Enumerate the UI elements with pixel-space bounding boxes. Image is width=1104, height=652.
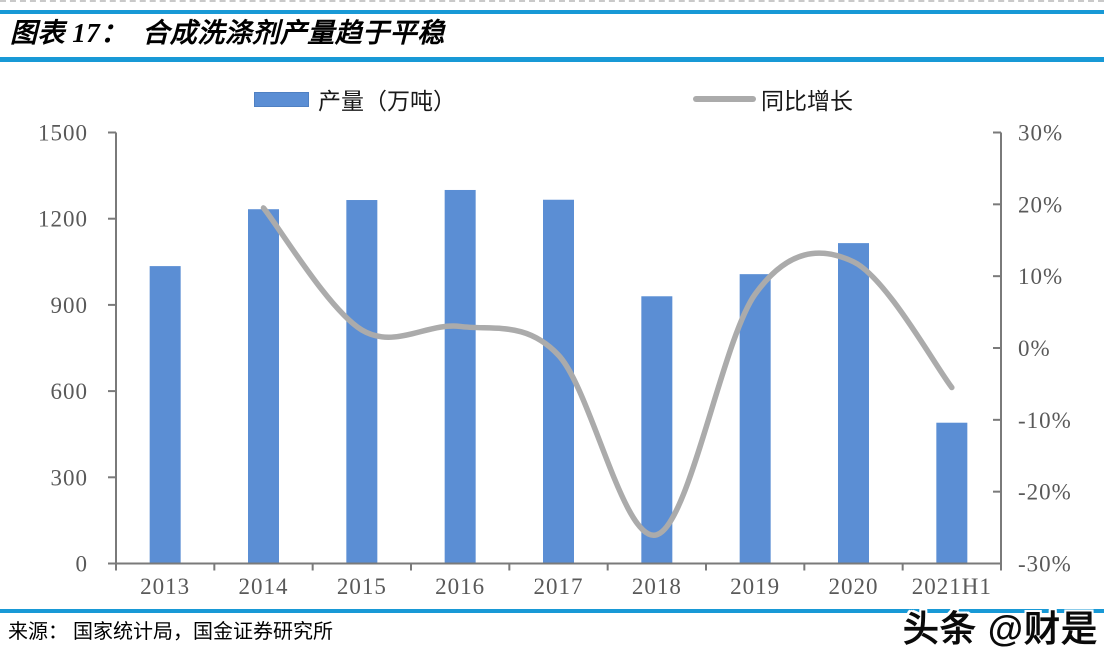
legend-label-yoy-growth: 同比增长 bbox=[761, 89, 853, 114]
right-axis-tick-label: 10% bbox=[1018, 264, 1063, 289]
bar-2014 bbox=[248, 209, 279, 564]
bar-2013 bbox=[149, 266, 181, 564]
right-axis-tick-label: 0% bbox=[1018, 336, 1051, 361]
watermark: 头条 @财是 bbox=[902, 608, 1098, 649]
legend-item-production: 产量（万吨） bbox=[254, 84, 456, 114]
figure-title: 图表 17： 合成洗涤剂产量趋于平稳 bbox=[10, 18, 445, 48]
bar-2018 bbox=[641, 296, 673, 564]
right-axis-tick-label: 30% bbox=[1018, 121, 1063, 146]
bar-2020 bbox=[838, 243, 869, 564]
x-axis-label-2016: 2016 bbox=[435, 574, 485, 599]
bar-2015 bbox=[346, 200, 378, 564]
bar-2017 bbox=[543, 199, 574, 564]
bar-2021H1 bbox=[936, 422, 968, 564]
left-axis-tick-label: 300 bbox=[51, 465, 89, 490]
bar-2016 bbox=[444, 189, 476, 564]
left-axis-tick-label: 600 bbox=[51, 379, 89, 404]
x-axis-label-2018: 2018 bbox=[632, 574, 682, 599]
source-note: 来源： 国家统计局，国金证券研究所 bbox=[8, 621, 333, 643]
line-series-swatch bbox=[693, 96, 756, 102]
left-axis-tick-label: 1200 bbox=[38, 207, 88, 232]
right-axis-tick-label: -30% bbox=[1018, 552, 1072, 577]
x-axis-label-2013: 2013 bbox=[140, 574, 190, 599]
left-axis-tick-label: 0 bbox=[76, 552, 89, 577]
x-axis-label-2014: 2014 bbox=[239, 574, 289, 599]
title-rule-bottom bbox=[0, 57, 1104, 62]
legend-item-yoy-growth: 同比增长 bbox=[693, 84, 853, 114]
title-rule-top bbox=[0, 10, 1104, 14]
bar-series-swatch bbox=[254, 91, 309, 107]
x-axis-label-2019: 2019 bbox=[730, 574, 780, 599]
page-top-dashed-border bbox=[0, 0, 1104, 2]
left-axis-tick-label: 1500 bbox=[38, 121, 88, 146]
yoy-growth-line bbox=[260, 205, 955, 538]
right-axis-tick-label: 20% bbox=[1018, 192, 1063, 217]
x-axis-label-2017: 2017 bbox=[534, 574, 584, 599]
left-axis-tick-label: 900 bbox=[51, 293, 89, 318]
x-axis-label-2020: 2020 bbox=[829, 574, 879, 599]
x-axis-label-2015: 2015 bbox=[337, 574, 387, 599]
bar-2019 bbox=[739, 274, 771, 564]
footer-rule bbox=[0, 609, 1104, 613]
right-axis-tick-label: -10% bbox=[1018, 408, 1072, 433]
legend-label-production: 产量（万吨） bbox=[318, 89, 456, 114]
x-axis-label-2021H1: 2021H1 bbox=[912, 574, 992, 599]
right-axis-tick-label: -20% bbox=[1018, 480, 1072, 505]
